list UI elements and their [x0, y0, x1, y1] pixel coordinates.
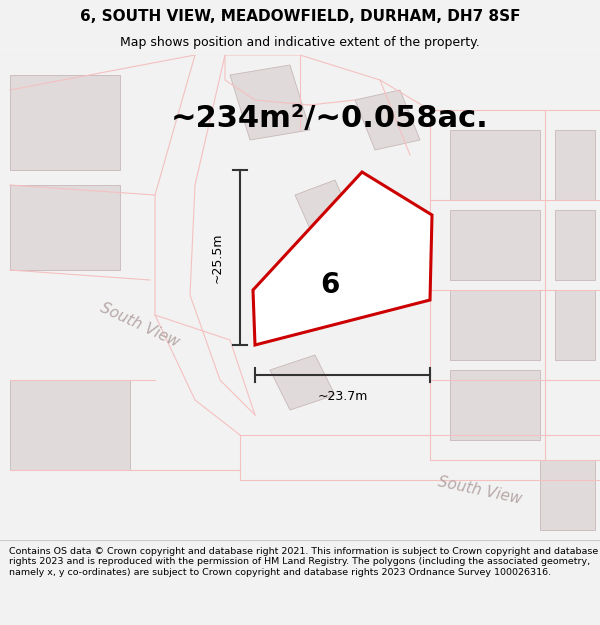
Text: ~23.7m: ~23.7m	[317, 391, 368, 403]
Polygon shape	[10, 380, 130, 470]
Text: ~25.5m: ~25.5m	[211, 232, 224, 282]
Polygon shape	[295, 180, 355, 240]
Polygon shape	[555, 130, 595, 200]
Polygon shape	[450, 130, 540, 200]
Text: South View: South View	[98, 300, 182, 350]
Polygon shape	[450, 290, 540, 360]
Text: Map shows position and indicative extent of the property.: Map shows position and indicative extent…	[120, 36, 480, 49]
Polygon shape	[555, 290, 595, 360]
Text: 6, SOUTH VIEW, MEADOWFIELD, DURHAM, DH7 8SF: 6, SOUTH VIEW, MEADOWFIELD, DURHAM, DH7 …	[80, 9, 520, 24]
Text: South View: South View	[437, 474, 523, 506]
Polygon shape	[10, 75, 120, 170]
Polygon shape	[285, 245, 340, 305]
Polygon shape	[450, 370, 540, 440]
Text: ~234m²/~0.058ac.: ~234m²/~0.058ac.	[171, 104, 489, 132]
Polygon shape	[450, 210, 540, 280]
Polygon shape	[555, 210, 595, 280]
Polygon shape	[355, 90, 420, 150]
Polygon shape	[540, 460, 595, 530]
Text: 6: 6	[320, 271, 340, 299]
Polygon shape	[230, 65, 310, 140]
Polygon shape	[10, 185, 120, 270]
Polygon shape	[270, 355, 335, 410]
Text: Contains OS data © Crown copyright and database right 2021. This information is : Contains OS data © Crown copyright and d…	[9, 547, 598, 577]
Polygon shape	[253, 172, 432, 345]
